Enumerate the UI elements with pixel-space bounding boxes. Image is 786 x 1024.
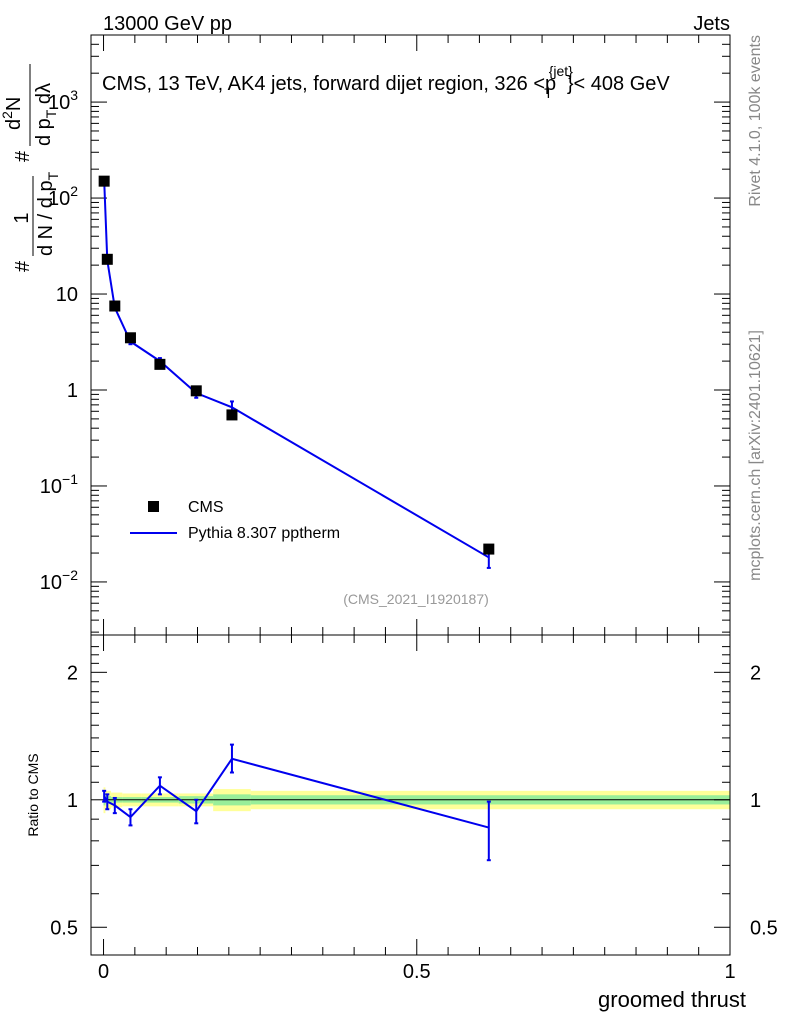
main-ylabel-lead: #: [12, 260, 34, 272]
main-ylabel-den2-sub: T: [43, 109, 59, 118]
main-ytick-label-base: 10: [40, 476, 62, 498]
main-title-text: CMS, 13 TeV, AK4 jets, forward dijet reg…: [102, 73, 556, 95]
header-category: Jets: [693, 13, 730, 35]
main-title: CMS, 13 TeV, AK4 jets, forward dijet reg…: [102, 63, 670, 101]
main-ytick-label-exp: 3: [70, 87, 78, 103]
main-ytick-label-exp: 2: [70, 183, 78, 199]
main-title-tail: }< 408 GeV: [567, 73, 671, 95]
ratio-ytick-label: 0.5: [50, 917, 78, 939]
main-ytick-label-exp: −2: [62, 567, 78, 583]
ratio-frame: [90, 634, 731, 956]
cms-marker: [109, 300, 121, 312]
ratio-ytick-label: 2: [67, 662, 78, 684]
main-ylabel-num2-d: d: [3, 119, 25, 130]
main-ylabel-den2: d pT dλ: [33, 83, 59, 146]
main-ylabel-num2-n: N: [3, 97, 25, 111]
main-ylabel-den2-text: d p: [33, 118, 55, 146]
main-ylabel-den1-sub: T: [45, 171, 61, 180]
main-ytick-label-base: 10: [48, 188, 70, 210]
xtick-label: 0.5: [403, 961, 431, 983]
main-ytick-label-exp: −1: [62, 471, 78, 487]
ratio-ytick-label-right: 1: [750, 790, 761, 812]
main-ylabel: # 1 d N / d pT # d2N d pT dλ: [0, 64, 61, 272]
ratio-ytick-label: 1: [67, 790, 78, 812]
xaxis-label: groomed thrust: [598, 987, 746, 1012]
ratio-ylabel: Ratio to CMS: [25, 753, 41, 836]
legend-label-cms: CMS: [188, 499, 224, 516]
rivet-version-label: Rivet 4.1.0, 100k events: [747, 35, 764, 207]
main-ytick-label-base: 10: [56, 284, 78, 306]
main-ytick-label-base: 1: [67, 380, 78, 402]
mcplots-reference-label: mcplots.cern.ch [arXiv:2401.10621]: [747, 330, 764, 581]
header-energy: 13000 GeV pp: [103, 13, 232, 35]
main-ytick-label: 102: [48, 183, 78, 210]
main-title-sup: {jet}: [549, 63, 573, 79]
main-frame: [90, 34, 731, 636]
pythia-line: [103, 179, 490, 559]
legend-label-pythia: Pythia 8.307 pptherm: [188, 525, 340, 542]
main-ytick-label: 103: [48, 87, 78, 114]
main-ytick-label: 10−1: [40, 471, 78, 498]
ratio-ytick-label-right: 0.5: [750, 917, 778, 939]
main-ylabel-num2-sup: 2: [0, 111, 15, 119]
main-ylabel-hash2: #: [12, 150, 34, 162]
main-ytick-label: 1: [67, 380, 78, 402]
main-ylabel-num1: 1: [11, 212, 33, 223]
cms-marker: [124, 332, 136, 344]
cms-marker: [190, 385, 202, 397]
cms-marker: [226, 409, 238, 421]
main-ytick-label-base: 10: [48, 92, 70, 114]
ratio-panel: 0 0.5 1 0.5 0.5 1 1 2 2 Ratio to CMS groomed thr…: [25, 634, 778, 1012]
main-ylabel-den1: d N / d pT: [35, 171, 61, 256]
cms-marker: [98, 175, 110, 187]
main-ytick-label-base: 10: [40, 572, 62, 594]
main-ytick-label: 10: [56, 284, 78, 306]
ratio-line: [103, 757, 490, 829]
legend: CMS Pythia 8.307 pptherm: [130, 499, 340, 542]
xtick-label: 0: [98, 961, 109, 983]
legend-marker-cms: [148, 501, 159, 512]
main-ylabel-den1-text: d N / d p: [35, 180, 57, 256]
main-ylabel-num2: d2N: [0, 97, 25, 130]
ratio-ytick-label-right: 2: [750, 662, 761, 684]
cms-marker: [101, 253, 113, 265]
analysis-id: (CMS_2021_I1920187): [343, 591, 489, 607]
xtick-label: 1: [724, 961, 735, 983]
main-ylabel-den2-tail: dλ: [33, 83, 55, 110]
cms-marker: [154, 358, 166, 370]
main-ytick-label: 10−2: [40, 567, 78, 594]
cms-marker: [483, 543, 495, 555]
main-title-sub: T: [544, 85, 553, 101]
